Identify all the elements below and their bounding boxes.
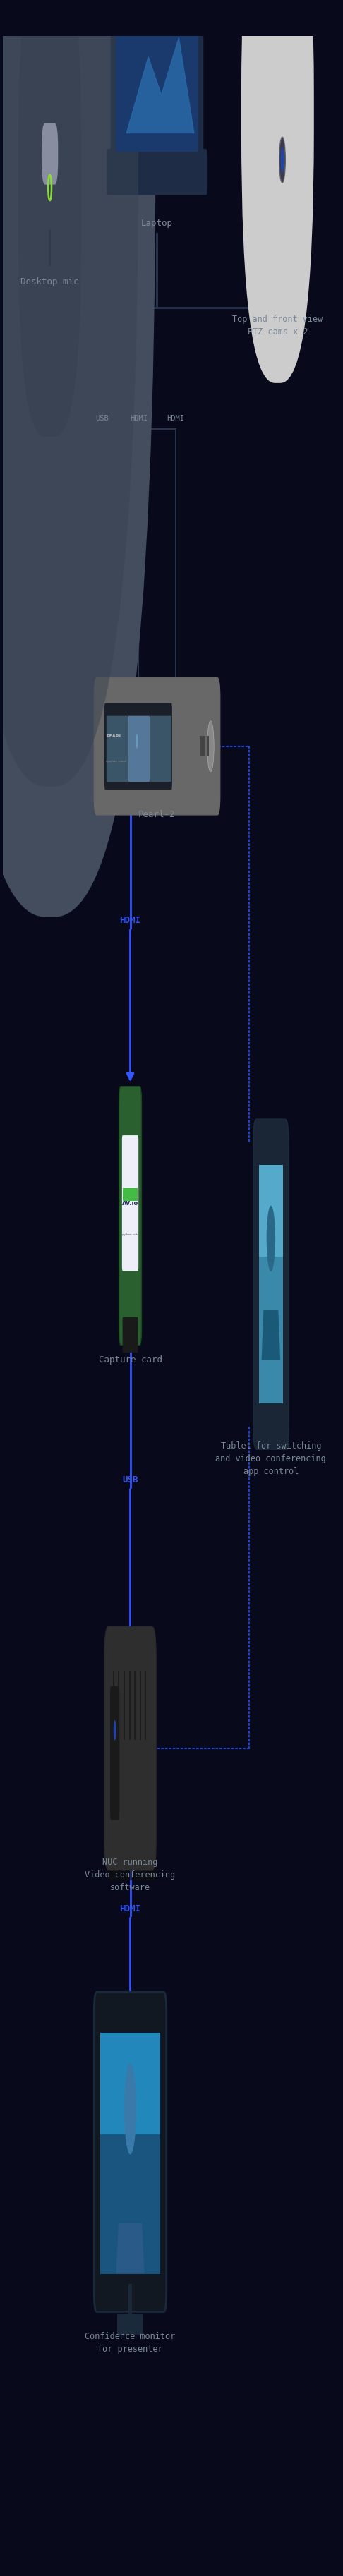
FancyBboxPatch shape: [112, 0, 202, 175]
FancyBboxPatch shape: [150, 716, 172, 783]
Text: HDMI: HDMI: [167, 415, 184, 422]
Bar: [276, 191, 280, 232]
FancyBboxPatch shape: [29, 124, 71, 404]
FancyBboxPatch shape: [107, 1646, 157, 1880]
FancyBboxPatch shape: [122, 1136, 139, 1270]
Bar: [259, 1164, 283, 1257]
FancyBboxPatch shape: [128, 716, 150, 783]
Text: USB: USB: [95, 415, 108, 422]
Circle shape: [207, 721, 214, 773]
FancyBboxPatch shape: [0, 0, 139, 786]
Bar: [100, 2035, 161, 2275]
FancyBboxPatch shape: [117, 2313, 143, 2334]
Bar: [49, 229, 51, 265]
FancyBboxPatch shape: [42, 124, 58, 185]
Text: HDMI: HDMI: [120, 917, 141, 925]
FancyBboxPatch shape: [0, 0, 155, 917]
Text: HDMI: HDMI: [130, 415, 147, 422]
Text: NUC running
Video conferencing
software: NUC running Video conferencing software: [85, 1857, 176, 1893]
Ellipse shape: [44, 265, 56, 281]
Circle shape: [267, 1206, 275, 1273]
Circle shape: [136, 734, 138, 750]
Text: Desktop mic: Desktop mic: [21, 278, 79, 286]
FancyBboxPatch shape: [36, 106, 51, 252]
Text: PEARL: PEARL: [106, 734, 122, 737]
FancyBboxPatch shape: [107, 149, 207, 196]
Text: Capture card: Capture card: [98, 1355, 162, 1365]
FancyBboxPatch shape: [258, 52, 297, 268]
Bar: [123, 1188, 138, 1200]
Text: epiphan video: epiphan video: [120, 1234, 141, 1236]
Ellipse shape: [47, 265, 52, 273]
Circle shape: [279, 137, 285, 183]
Bar: [203, 737, 205, 757]
Text: Confidence monitor
for presenter: Confidence monitor for presenter: [85, 2331, 176, 2354]
Text: Tablet for switching
and video conferencing
app control: Tablet for switching and video conferenc…: [216, 1443, 326, 1476]
Bar: [116, 0, 199, 152]
Circle shape: [114, 1721, 116, 1741]
Text: Laptop: Laptop: [141, 219, 173, 227]
Text: epiphan video: epiphan video: [106, 760, 126, 762]
Polygon shape: [261, 1309, 280, 1360]
Bar: [128, 2285, 132, 2324]
FancyBboxPatch shape: [94, 677, 220, 814]
Bar: [206, 737, 209, 757]
Text: HDMI: HDMI: [120, 1904, 141, 1914]
Text: AV.io: AV.io: [122, 1200, 139, 1206]
Text: Pearl-2: Pearl-2: [139, 809, 176, 819]
FancyBboxPatch shape: [262, 204, 293, 289]
FancyBboxPatch shape: [241, 0, 314, 384]
FancyBboxPatch shape: [106, 716, 128, 783]
FancyBboxPatch shape: [110, 1687, 119, 1821]
FancyBboxPatch shape: [122, 1316, 138, 1352]
Bar: [259, 1164, 283, 1404]
Circle shape: [281, 147, 284, 173]
Text: USB: USB: [122, 1476, 138, 1484]
Bar: [116, 0, 199, 18]
Bar: [200, 737, 202, 757]
FancyBboxPatch shape: [104, 1625, 156, 1870]
FancyBboxPatch shape: [253, 1121, 288, 1450]
FancyBboxPatch shape: [48, 106, 63, 252]
Polygon shape: [116, 2223, 144, 2275]
FancyBboxPatch shape: [94, 1991, 166, 2311]
Polygon shape: [127, 39, 194, 134]
FancyBboxPatch shape: [37, 178, 63, 350]
FancyBboxPatch shape: [104, 703, 172, 788]
FancyBboxPatch shape: [119, 1087, 141, 1345]
Bar: [100, 2032, 161, 2133]
Text: Top and front view
PTZ cams x 2: Top and front view PTZ cams x 2: [232, 314, 323, 337]
FancyBboxPatch shape: [18, 0, 82, 438]
Circle shape: [124, 2063, 136, 2154]
